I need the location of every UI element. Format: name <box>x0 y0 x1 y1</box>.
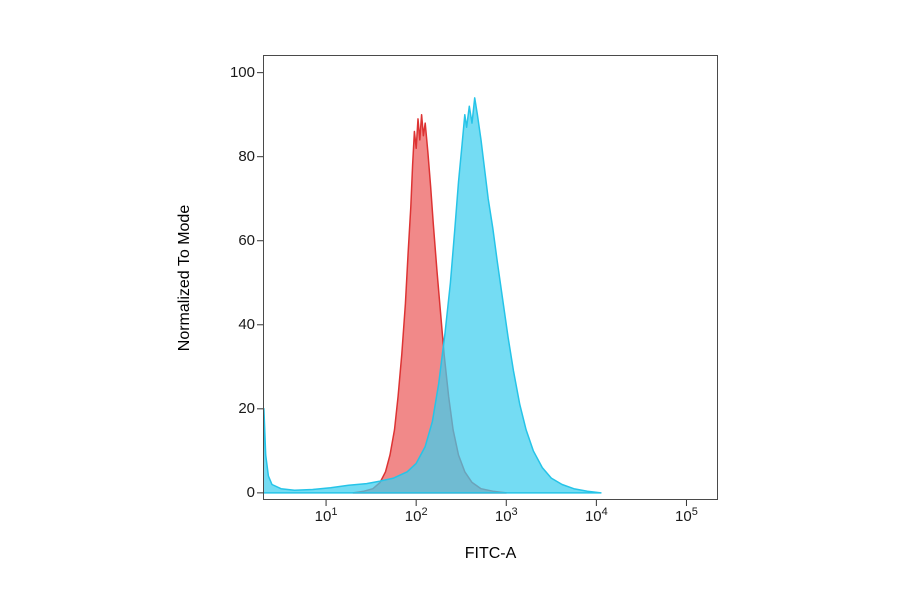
y-tick-label-0: 0 <box>246 483 255 501</box>
y-tick-label-40: 40 <box>238 315 255 333</box>
y-tick-label-20: 20 <box>238 399 255 417</box>
x-tick-label-10e1: 101 <box>314 506 338 525</box>
y-tick-label-60: 60 <box>238 231 255 249</box>
y-tick-label-80: 80 <box>238 147 255 165</box>
curves-group <box>263 97 602 494</box>
y-axis-label: Normalized To Mode <box>176 204 193 351</box>
x-tick-label-10e2: 102 <box>404 506 428 525</box>
x-tick-label-10e3: 103 <box>494 506 518 525</box>
x-tick-label-10e5: 105 <box>675 506 698 525</box>
cyan-population-curve <box>263 97 602 494</box>
y-tick-label-100: 100 <box>229 63 255 81</box>
x-axis-label: FITC-A <box>464 545 517 562</box>
x-tick-label-10e4: 104 <box>584 506 608 525</box>
plot-border <box>263 55 718 500</box>
